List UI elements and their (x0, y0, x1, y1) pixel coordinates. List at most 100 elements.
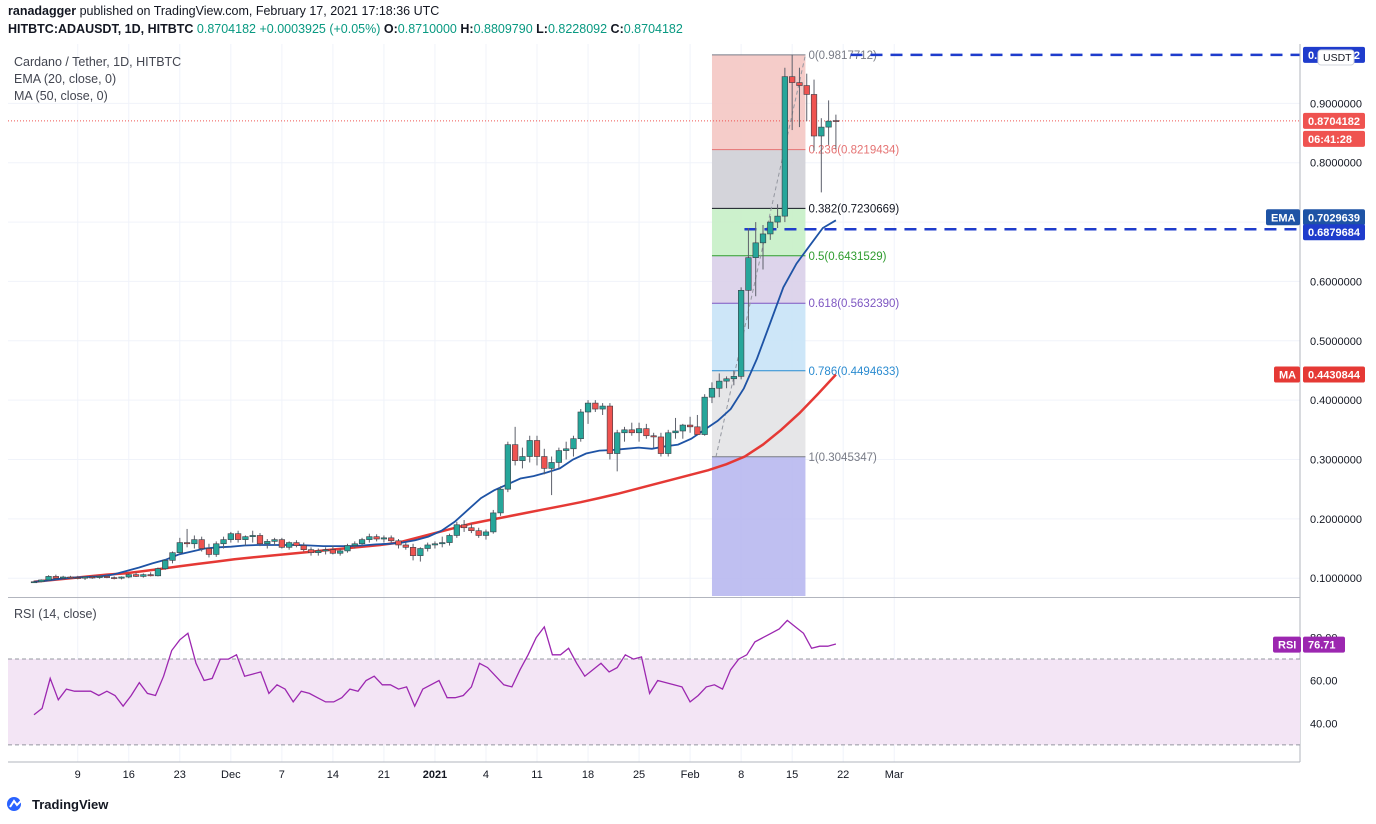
ohlc-header: HITBTC:ADAUSDT, 1D, HITBTC 0.8704182 +0.… (8, 22, 683, 36)
candle (30, 581, 38, 584)
candle (351, 543, 358, 546)
ma-name-tag: MA (1279, 370, 1296, 382)
grid (8, 44, 1300, 762)
fib-level-label: 0.382(0.7230669) (808, 203, 899, 215)
y-tick-label: 0.3000000 (1310, 454, 1362, 466)
symbol-name: HITBTC:ADAUSDT, 1D, HITBTC (8, 22, 194, 36)
ema-value-tag: 0.7029639 (1308, 212, 1360, 224)
candle (759, 233, 767, 244)
publisher-name[interactable]: ranadagger (8, 4, 77, 18)
candle (512, 444, 519, 461)
x-tick-label: 2021 (423, 769, 447, 781)
publish-header: ranadagger published on TradingView.com,… (8, 4, 439, 18)
price-tags: 0.98177120.870418206:41:28EMA0.70296390.… (1266, 46, 1365, 653)
candle (679, 424, 686, 432)
last-price-tag: 0.8704182 (1308, 116, 1360, 128)
candle (577, 411, 584, 440)
ma-value-tag-bg (1303, 366, 1365, 383)
candle (570, 438, 577, 450)
last-price-tag-bg (1303, 112, 1365, 129)
candle (176, 542, 183, 553)
rsi-tick-label: 40.00 (1310, 718, 1338, 730)
y-tick-label: 0.9000000 (1310, 98, 1362, 110)
candle (402, 544, 409, 548)
x-tick-label: 7 (279, 769, 285, 781)
candle (235, 533, 242, 540)
candle (555, 450, 562, 463)
y-tick-label: 0.4000000 (1310, 395, 1362, 407)
legend-title: Cardano / Tether, 1D, HITBTC (14, 55, 182, 69)
high-label: H: (460, 22, 474, 36)
candle (256, 535, 264, 545)
change-value: +0.0003925 (+0.05%) (259, 22, 381, 36)
y-tick-label: 0.6000000 (1310, 276, 1362, 288)
rsi-line (33, 619, 837, 716)
candle (162, 560, 169, 569)
candle (154, 568, 162, 577)
x-tick-label: 18 (582, 769, 594, 781)
candle (52, 576, 59, 579)
candles (30, 54, 839, 584)
x-tick-label: 8 (738, 769, 744, 781)
high-value: 0.8809790 (473, 22, 533, 36)
rsi-value-tag: 76.71 (1308, 640, 1336, 652)
candle (686, 424, 694, 428)
candle (781, 76, 788, 217)
x-tick-label: 11 (531, 769, 542, 781)
candle (74, 577, 81, 579)
candle (672, 430, 679, 434)
candle (132, 574, 140, 577)
candle (526, 440, 533, 457)
candle (599, 405, 606, 410)
rsi-name-tag-bg (1273, 636, 1301, 653)
x-tick-label: 25 (633, 769, 645, 781)
low-value: 0.8228092 (547, 22, 608, 36)
candle (373, 536, 380, 540)
candle (694, 426, 701, 435)
candle (205, 548, 213, 555)
candle (213, 543, 220, 555)
candle (548, 462, 555, 469)
candle (606, 405, 614, 454)
candle (767, 221, 774, 235)
support-tag: 0.6879684 (1308, 227, 1361, 239)
candle (322, 549, 329, 552)
rsi-name-tag: RSI (1278, 640, 1296, 652)
candle (271, 539, 278, 542)
candle (315, 550, 322, 553)
candle (461, 524, 468, 529)
x-tick-label: Feb (681, 769, 700, 781)
ma-value-tag: 0.4430844 (1308, 370, 1361, 382)
candle (264, 541, 271, 545)
candle (665, 432, 672, 454)
x-tick-label: 4 (483, 769, 489, 781)
candle (45, 576, 52, 581)
y-tick-label: 0.8000000 (1310, 158, 1362, 170)
y-tick-label: 0.2000000 (1310, 514, 1362, 526)
rsi-legend[interactable]: RSI (14, close) (14, 607, 97, 621)
fib-level-label: 1(0.3045347) (808, 452, 877, 464)
candle (657, 436, 665, 454)
x-tick-label: 16 (123, 769, 135, 781)
candle (796, 82, 803, 86)
candle (541, 456, 548, 469)
candle (103, 576, 110, 578)
legend-ema[interactable]: EMA (20, close, 0) (14, 72, 117, 86)
candle (563, 448, 570, 451)
candle (198, 539, 205, 549)
open-label: O: (383, 22, 398, 36)
open-value: 0.8710000 (397, 22, 457, 36)
candle (118, 576, 125, 579)
fibonacci-retracement: 0(0.9817712) 0.236(0.8219434) 0.382(0.7230… (711, 50, 899, 596)
candle (708, 387, 716, 398)
tradingview-logo[interactable]: TradingView (6, 796, 108, 812)
candle (475, 530, 482, 536)
legend-ma[interactable]: MA (50, close, 0) (14, 89, 108, 103)
y-tick-label: 0.5000000 (1310, 336, 1362, 348)
candle (147, 574, 154, 577)
candle (621, 429, 628, 434)
candle (424, 544, 431, 549)
candle (395, 540, 402, 546)
candle (774, 215, 781, 223)
